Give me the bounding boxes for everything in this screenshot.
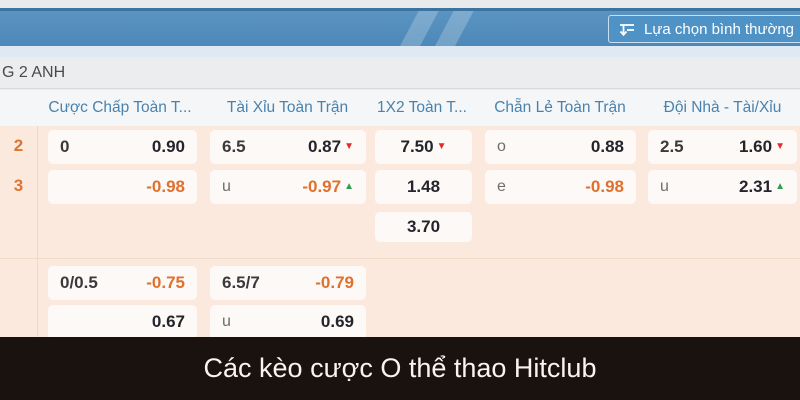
odds-cell-over[interactable]: 6.5/7 -0.79 (210, 266, 366, 300)
trend-down-icon: ▼ (436, 141, 447, 152)
odds-cell-under[interactable]: u -0.97 ▲ (210, 170, 366, 204)
top-strip (0, 0, 800, 8)
column-headers: Cược Chấp Toàn T... Tài Xỉu Toàn Trận 1X… (0, 90, 800, 126)
section-divider (0, 258, 800, 259)
trend-up-icon: ▲ (344, 181, 354, 192)
selection-letter: u (660, 178, 669, 195)
left-column-divider (37, 126, 38, 337)
trend-down-icon: ▼ (775, 141, 785, 152)
column-header-home-ou: Đội Nhà - Tài/Xỉu (663, 99, 782, 116)
odds-value: 0.67 (151, 312, 185, 331)
odds-value: -0.79 (315, 273, 354, 292)
odds-value: -0.98 (146, 177, 185, 196)
odds-cell-over[interactable]: 6.5 0.87 ▼ (210, 130, 366, 164)
sort-filter-icon (619, 23, 634, 36)
selection-letter: u (222, 313, 231, 330)
odds-value: 0.69 (320, 312, 354, 331)
selection-letter: e (497, 178, 506, 195)
bet-type-filter-button[interactable]: Lựa chọn bình thường ⌄ (608, 15, 800, 43)
odds-cell-handicap-away[interactable]: -0.98 (48, 170, 197, 204)
caption-bar: Các kèo cược O thể thao Hitclub (0, 337, 800, 400)
odds-value: -0.97 (302, 177, 342, 196)
filter-button-label: Lựa chọn bình thường (644, 20, 795, 38)
odds-cell-even[interactable]: e -0.98 (485, 170, 636, 204)
toolbar: Lựa chọn bình thường ⌄ (0, 8, 800, 46)
odds-cell-handicap-home[interactable]: 0/0.5 -0.75 (48, 266, 197, 300)
odds-value: 3.70 (406, 217, 441, 236)
odds-cell-handicap-home[interactable]: 0 0.90 (48, 130, 197, 164)
selection-letter: u (222, 178, 231, 195)
odds-value: 1.48 (406, 177, 441, 196)
odds-cell-1x2-away[interactable]: 3.70 (375, 212, 472, 242)
handicap-value: 6.5/7 (222, 273, 260, 292)
caption-text: Các kèo cược O thể thao Hitclub (203, 353, 597, 383)
trend-up-icon: ▲ (775, 181, 785, 192)
odds-value: 0.90 (151, 137, 185, 156)
league-name: G 2 ANH (2, 63, 66, 81)
odds-table: 2 3 0 0.90 6.5 0.87 ▼ 7.50 ▼ o 0.88 2.5 1.… (0, 126, 800, 337)
odds-value: 0.88 (590, 137, 624, 156)
odds-value: 2.31 (739, 177, 773, 196)
odds-value: -0.98 (585, 177, 624, 196)
market-count-label: 3 (13, 176, 24, 195)
handicap-value: 6.5 (222, 137, 246, 156)
handicap-value: 2.5 (660, 137, 684, 156)
column-header-odd-even: Chẵn Lẻ Toàn Trận (494, 99, 626, 116)
league-header: G 2 ANH (0, 57, 800, 89)
trend-down-icon: ▼ (344, 141, 354, 152)
odds-value: 1.60 (739, 137, 773, 156)
column-header-1x2: 1X2 Toàn T... (377, 99, 467, 116)
odds-cell-1x2-home[interactable]: 7.50 ▼ (375, 130, 472, 164)
odds-cell-home-under[interactable]: u 2.31 ▲ (648, 170, 797, 204)
odds-cell-odd[interactable]: o 0.88 (485, 130, 636, 164)
market-count-label: 2 (13, 136, 24, 155)
handicap-value: 0/0.5 (60, 273, 98, 292)
odds-cell-1x2-draw[interactable]: 1.48 (375, 170, 472, 204)
column-header-over-under: Tài Xỉu Toàn Trận (226, 99, 349, 116)
decor-stripe (394, 11, 442, 46)
toolbar-sub-strip (0, 46, 800, 57)
column-header-handicap: Cược Chấp Toàn T... (48, 99, 192, 116)
odds-value: 0.87 (308, 137, 342, 156)
odds-cell-under[interactable]: u 0.69 (210, 305, 366, 337)
odds-cell-home-over[interactable]: 2.5 1.60 ▼ (648, 130, 797, 164)
odds-cell-handicap-away[interactable]: 0.67 (48, 305, 197, 337)
odds-value: 7.50 (400, 137, 434, 156)
odds-value: -0.75 (146, 273, 185, 292)
handicap-value: 0 (60, 137, 70, 156)
selection-letter: o (497, 138, 506, 155)
